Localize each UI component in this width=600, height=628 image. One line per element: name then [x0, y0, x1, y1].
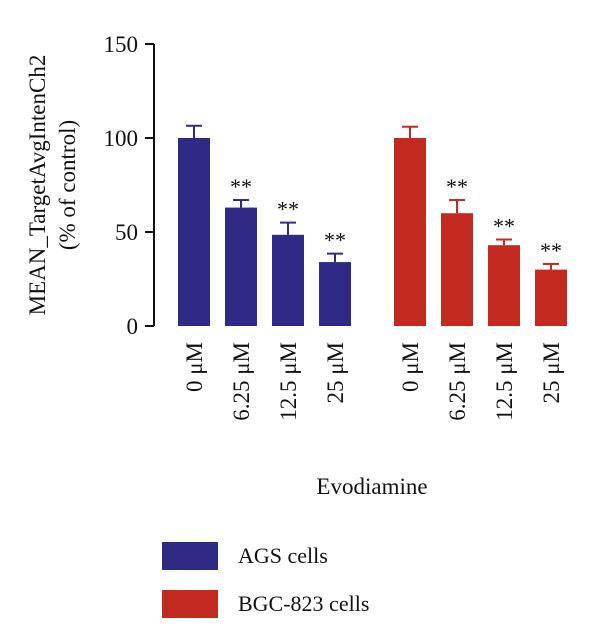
- y-axis-label: MEAN_TargetAvgIntenCh2: [25, 55, 50, 316]
- x-tick-label: 0 μM: [398, 342, 423, 392]
- bar: [319, 262, 351, 326]
- x-tick-label: 6.25 μM: [229, 342, 254, 421]
- y-tick-label: 50: [115, 220, 138, 245]
- x-axis-label: Evodiamine: [316, 474, 427, 499]
- bar: [272, 234, 304, 326]
- legend-swatch-bgc: [162, 590, 218, 618]
- x-tick-label: 12.5 μM: [276, 342, 301, 421]
- x-tick-labels: 0 μM 6.25 μM 12.5 μM 25 μM 0 μM 6.25 μM 12.5 μ…: [182, 342, 564, 421]
- x-tick-label: 25 μM: [323, 342, 348, 404]
- significance-label: **: [540, 238, 562, 263]
- significance-label: **: [446, 174, 468, 199]
- y-tick-label: 0: [127, 314, 139, 339]
- significance-label: **: [277, 197, 299, 222]
- legend-label-bgc: BGC-823 cells: [238, 591, 370, 616]
- y-axis: 0 50 100 150: [104, 32, 155, 339]
- y-tick-label: 150: [104, 32, 139, 57]
- bar: [441, 213, 473, 326]
- significance-label: **: [230, 174, 252, 199]
- bars: ** ** ** ** ** **: [178, 124, 567, 326]
- significance-label: **: [324, 228, 346, 253]
- x-tick-label: 12.5 μM: [492, 342, 517, 421]
- bar: [394, 138, 426, 326]
- bar: [488, 245, 520, 326]
- legend-item-bgc: BGC-823 cells: [162, 580, 369, 628]
- x-tick-label: 6.25 μM: [445, 342, 470, 421]
- legend-label-ags: AGS cells: [238, 543, 328, 568]
- legend-item-ags: AGS cells: [162, 532, 369, 580]
- legend-swatch-ags: [162, 542, 218, 570]
- x-tick-label: 0 μM: [182, 342, 207, 392]
- bar: [225, 207, 257, 326]
- legend: AGS cells BGC-823 cells: [162, 532, 369, 628]
- significance-label: **: [493, 214, 515, 239]
- bar: [178, 138, 210, 326]
- bar: [535, 269, 567, 326]
- y-axis-label-unit: (% of control): [55, 120, 80, 250]
- x-tick-label: 25 μM: [539, 342, 564, 404]
- y-tick-label: 100: [104, 126, 139, 151]
- chart: 0 50 100 150 ** ** ** ** ** ** 0 μM 6.25 μM 12.5 μ…: [25, 32, 567, 499]
